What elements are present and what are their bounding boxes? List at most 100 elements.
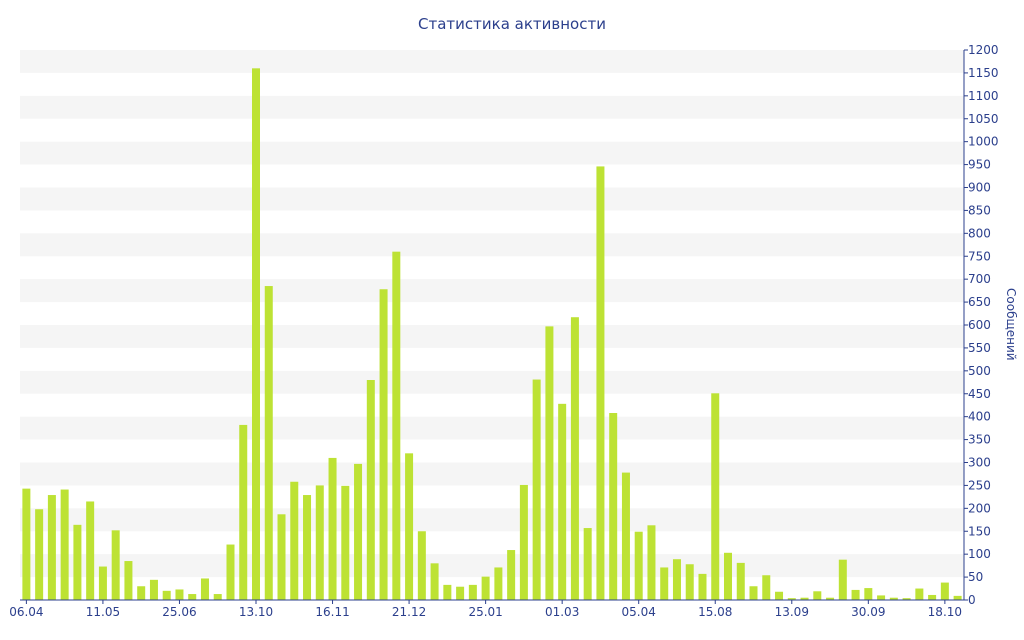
y-tick-label: 1100 (968, 89, 999, 103)
y-tick-label: 600 (968, 318, 991, 332)
y-tick-label: 50 (968, 570, 983, 584)
grid-band (20, 554, 964, 578)
bar (889, 597, 898, 600)
bar (252, 68, 260, 600)
bar (596, 166, 605, 601)
y-tick-label: 900 (968, 181, 991, 195)
y-tick-label: 450 (968, 387, 991, 401)
bar (239, 424, 248, 600)
x-tick-label: 05.04 (622, 605, 656, 619)
y-tick-label: 350 (968, 433, 991, 447)
y-axis-label: Сообщений (1004, 288, 1018, 361)
bar (877, 595, 886, 600)
bar (711, 393, 720, 600)
bar (749, 586, 758, 600)
y-tick-label: 1200 (968, 43, 999, 57)
bar (213, 594, 222, 600)
bar (851, 589, 860, 600)
bar (315, 485, 324, 600)
bar (149, 579, 158, 600)
bar (736, 562, 745, 601)
x-tick-label: 25.01 (468, 605, 502, 619)
bar (47, 495, 56, 600)
y-tick-label: 400 (968, 410, 991, 424)
bar (660, 567, 669, 600)
y-tick-label: 1150 (968, 66, 999, 80)
y-tick-label: 100 (968, 547, 991, 561)
bar (519, 484, 528, 600)
x-tick-label: 06.04 (9, 605, 43, 619)
bar (60, 489, 69, 600)
y-tick-label: 800 (968, 226, 991, 240)
bar (532, 379, 541, 600)
grid-band (20, 50, 964, 73)
x-tick-label: 13.09 (775, 605, 809, 619)
x-tick-label: 18.10 (928, 605, 962, 619)
bar (545, 326, 554, 601)
bar (558, 403, 567, 600)
bar (86, 501, 95, 600)
bar (481, 576, 490, 601)
bar (621, 472, 630, 600)
grid-band (20, 416, 964, 440)
bar (634, 531, 643, 600)
bar (468, 584, 477, 601)
grid-band (20, 370, 964, 394)
x-tick-label: 11.05 (86, 605, 120, 619)
bar (838, 559, 847, 600)
bar (685, 564, 694, 600)
bar (826, 597, 835, 600)
bar (456, 586, 465, 600)
grid-band (20, 95, 964, 119)
y-axis-label-box: Сообщений (1002, 288, 1020, 368)
bar (928, 594, 937, 600)
grid-bands (20, 50, 964, 578)
bar (22, 488, 31, 601)
bar (698, 573, 707, 601)
x-tick-label: 13.10 (239, 605, 273, 619)
bar (494, 567, 503, 600)
bars (22, 68, 962, 601)
bar (162, 590, 171, 600)
grid-band (20, 187, 964, 211)
bar (762, 575, 771, 600)
y-tick-label: 300 (968, 456, 991, 470)
y-tick-label: 200 (968, 501, 991, 515)
bar (507, 550, 516, 600)
bar (35, 509, 44, 600)
bar (188, 594, 197, 600)
bar (405, 453, 414, 600)
y-tick-label: 850 (968, 203, 991, 217)
bar (303, 495, 312, 600)
y-tick-label: 1000 (968, 135, 999, 149)
bar (277, 514, 286, 600)
bar (328, 457, 337, 600)
bar (392, 251, 401, 601)
bar (290, 481, 299, 600)
y-tick-label: 700 (968, 272, 991, 286)
grid-band (20, 141, 964, 165)
bar (570, 317, 579, 600)
y-tick-label: 650 (968, 295, 991, 309)
y-tick-label: 750 (968, 249, 991, 263)
bar (200, 578, 209, 600)
y-tick-label: 500 (968, 364, 991, 378)
bar (953, 595, 962, 601)
bar (672, 559, 681, 600)
bar (366, 380, 375, 600)
bar (813, 591, 822, 600)
grid-band (20, 462, 964, 486)
y-tick-label: 550 (968, 341, 991, 355)
y-tick-label: 1050 (968, 112, 999, 126)
bar (137, 586, 146, 600)
bar (443, 584, 452, 601)
bar (940, 582, 949, 600)
bar (915, 588, 924, 600)
bar (583, 528, 592, 600)
bar (264, 286, 273, 600)
bar (787, 598, 796, 600)
bar (775, 591, 784, 600)
bar (800, 597, 809, 600)
bar (724, 552, 732, 600)
